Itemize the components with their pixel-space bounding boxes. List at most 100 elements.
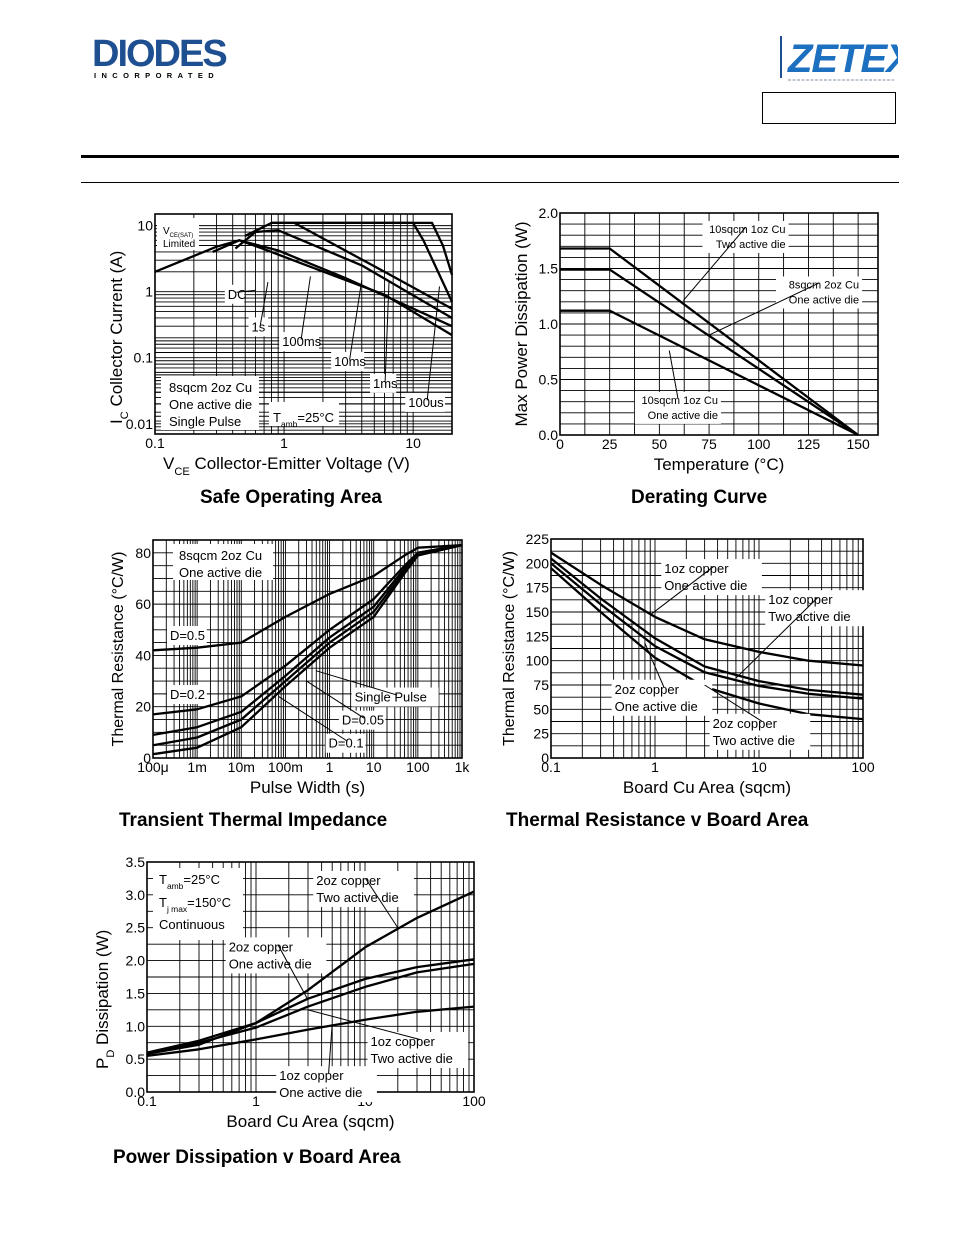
annotation-bg <box>225 937 327 974</box>
y-tick-label: 225 <box>526 531 550 547</box>
x-tick-label: 10m <box>228 759 255 775</box>
annotation-leader <box>644 642 665 688</box>
y-tick-label: 3.5 <box>126 854 146 870</box>
annotation-label: 10sqcm 1oz Cu <box>642 395 718 407</box>
label-part: I <box>107 419 126 424</box>
pdiss-conditions-bg <box>153 868 243 940</box>
annotation-label: Two active die <box>716 239 786 251</box>
annotation-label: One active die <box>615 699 698 714</box>
y-tick-label: 0.0 <box>539 427 559 443</box>
y-tick-label: 0.1 <box>134 350 154 366</box>
annotation-label: D=0.05 <box>342 713 384 728</box>
label-part: D <box>105 1050 117 1058</box>
y-tick-label: 1 <box>145 284 153 300</box>
conditions-line: Tj max=150°C <box>159 895 231 914</box>
annotation-label: One active die <box>229 956 312 971</box>
series-line-0 <box>146 890 475 1056</box>
y-tick-label: 0 <box>143 750 151 766</box>
annotation-leader <box>384 282 390 382</box>
x-tick-label: 10 <box>405 435 421 451</box>
zetex-logo: ZETEX <box>780 36 898 81</box>
label-part: =25°C <box>297 410 334 425</box>
header-rule-top <box>81 155 899 158</box>
x-tick-label: 0.1 <box>145 435 165 451</box>
x-tick-label: 0.1 <box>541 759 561 775</box>
x-tick-label: 75 <box>701 436 717 452</box>
label-part: T <box>273 410 281 425</box>
annotation-bg <box>702 220 789 253</box>
annotation-bg <box>166 685 207 705</box>
annotation-leader <box>682 227 746 302</box>
y-axis-label: Max Power Dissipation (W) <box>512 222 531 427</box>
annotation-leader <box>668 350 679 399</box>
series-line-2 <box>152 543 463 737</box>
y-tick-label: 1.5 <box>126 985 146 1001</box>
annotation-leader <box>277 944 309 1001</box>
series-line-4 <box>152 543 463 756</box>
soa-legend-line: One active die <box>169 397 252 412</box>
label-part: Collector Current (A) <box>107 251 126 407</box>
x-tick-label: 100μ <box>137 759 168 775</box>
y-tick-label: 2.0 <box>126 953 146 969</box>
label-part: =150°C <box>187 895 231 910</box>
annotation-bg <box>661 559 762 596</box>
annotation-bg <box>611 679 713 716</box>
annotation-label: 1oz copper <box>768 592 833 607</box>
y-tick-label: 150 <box>526 604 550 620</box>
annotation-bg <box>405 392 446 412</box>
annotation-bg <box>367 1032 469 1068</box>
tamb-label: Tamb=25°C <box>273 410 334 429</box>
annotation-label: One active die <box>789 294 859 306</box>
annotation-leader <box>704 684 763 722</box>
x-tick-label: 0 <box>556 436 564 452</box>
annotation-label: One active die <box>664 578 747 593</box>
annotation-leader <box>649 566 714 616</box>
svg-text:DIODES: DIODES <box>92 34 226 75</box>
y-axis-label: Thermal Resistance (°C/W) <box>110 552 127 747</box>
label-part: amb <box>281 419 298 429</box>
annotation-bg <box>166 626 207 646</box>
derating-chart: 0 25 50 75 100 125 150 0.0 0.5 1.0 1.5 2.0 10sqcm 1o… <box>512 205 879 474</box>
annotation-bg <box>370 373 397 393</box>
vce-sat-label: VCE(SAT) <box>163 226 193 239</box>
label-part: V <box>163 454 175 473</box>
x-tick-label: 100 <box>406 759 430 775</box>
transient-caption: Transient Thermal Impedance <box>119 810 388 831</box>
x-tick-label: 1 <box>326 759 334 775</box>
series-line-1 <box>212 239 453 328</box>
label-part: T <box>159 895 167 910</box>
annotation-bg <box>765 590 866 627</box>
x-tick-label: 10 <box>751 759 767 775</box>
annotation-label: 100ms <box>282 334 322 349</box>
y-tick-label: 40 <box>135 647 151 663</box>
y-tick-label: 0 <box>541 750 549 766</box>
x-tick-label: 10 <box>366 759 382 775</box>
y-axis-label: PD Dissipation (W) <box>93 930 117 1069</box>
y-tick-label: 3.0 <box>126 887 146 903</box>
annotation-label: 1oz copper <box>664 561 729 576</box>
y-tick-label: 175 <box>526 580 550 596</box>
x-tick-label: 1 <box>252 1093 260 1109</box>
annotation-bg <box>338 710 386 730</box>
annotation-label: Two active die <box>768 609 850 624</box>
annotation-bg <box>351 687 439 707</box>
header-rule-bottom <box>81 182 899 183</box>
x-tick-label: 1 <box>280 435 288 451</box>
x-axis-label: Temperature (°C) <box>654 455 785 474</box>
annotation-label: 10ms <box>334 354 366 369</box>
label-part: V <box>163 226 170 237</box>
y-tick-label: 1.0 <box>126 1018 146 1034</box>
x-tick-label: 0.1 <box>137 1093 157 1109</box>
annotation-leader <box>708 282 820 336</box>
x-axis-label: VCE Collector-Emitter Voltage (V) <box>163 454 410 478</box>
y-axis-label: Thermal Resistance (°C/W) <box>501 551 518 746</box>
annotation-leader <box>316 670 398 696</box>
plot-frame <box>559 212 879 436</box>
x-tick-label: 100 <box>851 759 875 775</box>
annotation-label: 1oz copper <box>279 1068 344 1083</box>
x-axis-label: Board Cu Area (sqcm) <box>226 1112 394 1131</box>
series-line-5 <box>294 221 454 276</box>
soa-legend-line: 8sqcm 2oz Cu <box>169 380 252 395</box>
annotation-leader <box>236 289 256 293</box>
plot-frame <box>152 539 463 759</box>
